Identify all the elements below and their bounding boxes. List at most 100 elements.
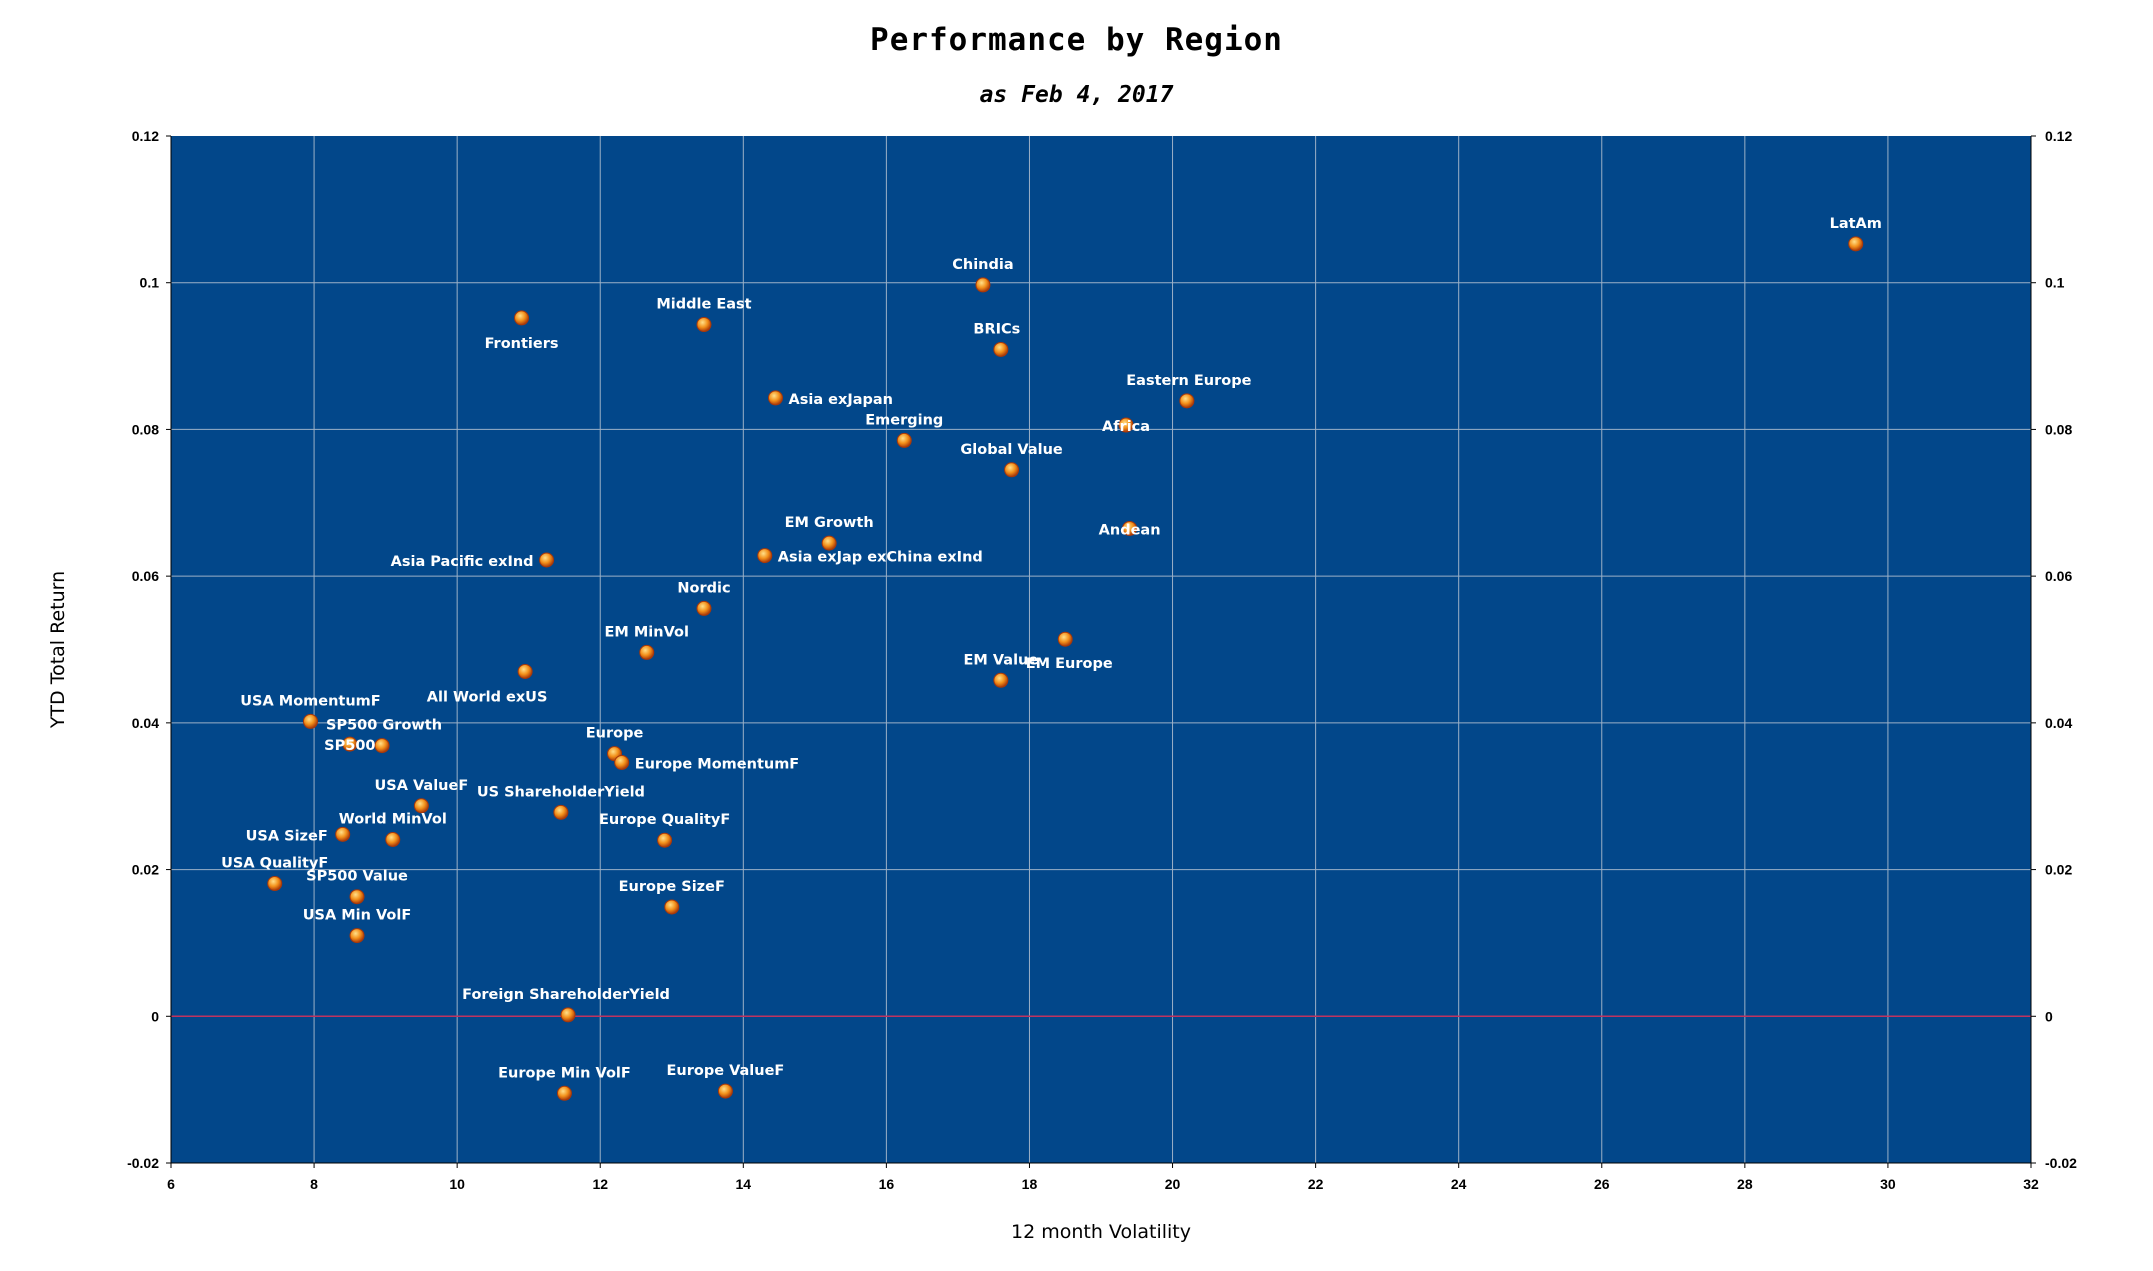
x-tick-label: 6 (167, 1176, 175, 1192)
data-point-marker (657, 832, 673, 848)
point-labels: LatAm Chindia Frontiers Middle East BRICs Eas… (221, 216, 1882, 1081)
x-tick-label: 24 (1451, 1176, 1467, 1192)
data-point-label: Europe QualityF (599, 812, 730, 828)
data-point-marker (539, 552, 555, 568)
data-point-marker (821, 535, 837, 551)
y-tick-label: 0.06 (132, 568, 159, 584)
data-point-label: US ShareholderYield (477, 784, 645, 800)
data-point-label: Asia exJap exChina exInd (778, 550, 983, 566)
data-point-marker (993, 341, 1009, 357)
y2-tick-label: 0.06 (2045, 568, 2072, 584)
data-point-label: Global Value (960, 442, 1063, 458)
data-point-label: Eastern Europe (1126, 373, 1251, 389)
y-tick-label: 0 (151, 1008, 159, 1024)
data-point-label: Europe MomentumF (635, 756, 800, 772)
data-point-label: USA SizeF (246, 828, 328, 844)
x-tick-label: 20 (1165, 1176, 1181, 1192)
x-tick-label: 14 (736, 1176, 752, 1192)
y2-tick-label: 0.04 (2045, 715, 2072, 731)
data-point-label: Frontiers (485, 336, 559, 352)
data-point-label: Andean (1099, 522, 1161, 538)
y-tick-label: 0.08 (132, 421, 159, 437)
data-point-label: BRICs (973, 321, 1020, 337)
y-tick-label: 0.02 (132, 862, 159, 878)
data-point-label: USA MomentumF (240, 693, 380, 709)
x-tick-label: 8 (310, 1176, 318, 1192)
data-point-marker (639, 644, 655, 660)
data-point-marker (975, 277, 991, 293)
data-point-marker (342, 736, 358, 752)
x-tick-label: 26 (1594, 1176, 1610, 1192)
data-point-label: Foreign ShareholderYield (462, 987, 670, 1003)
y2-tick-label: 0 (2045, 1008, 2053, 1024)
plot-area (171, 136, 2031, 1163)
x-tick-label: 30 (1880, 1176, 1896, 1192)
data-point-marker (374, 738, 390, 754)
data-point-marker (717, 1083, 733, 1099)
data-point-label: Europe Min VolF (498, 1065, 631, 1081)
x-tick-label: 28 (1737, 1176, 1753, 1192)
y2-tick-label: 0.1 (2045, 275, 2065, 291)
y2-tick-label: 0.02 (2045, 862, 2072, 878)
y-tick-label: -0.02 (127, 1155, 159, 1171)
data-point-label: Chindia (952, 257, 1013, 273)
data-point-label: EM Value (963, 652, 1038, 668)
data-point-marker (303, 713, 318, 729)
data-point-label: USA QualityF (221, 856, 328, 872)
data-point-marker (768, 390, 783, 406)
y-tick-label: 0.04 (132, 715, 159, 731)
data-point-marker (1057, 631, 1073, 647)
data-point-label: Asia exJapan (789, 392, 894, 408)
data-point-label: USA ValueF (375, 778, 469, 794)
axes: 6 8 10 12 14 16 18 20 22 24 26 28 30 32 -0.02 -0.02 0 0 0.… (127, 128, 2077, 1192)
data-point-label: Europe ValueF (666, 1063, 784, 1079)
data-point-label: Asia Pacific exInd (391, 554, 534, 570)
data-point-marker (553, 804, 569, 820)
data-point-marker (560, 1007, 576, 1023)
y-tick-label: 0.1 (140, 275, 160, 291)
x-tick-label: 10 (449, 1176, 465, 1192)
data-point-label: Europe SizeF (619, 879, 725, 895)
data-point-marker (267, 876, 283, 892)
data-point-label: Nordic (677, 580, 730, 596)
data-point-marker (1848, 236, 1864, 252)
data-point-marker (614, 754, 630, 770)
data-point-marker (757, 548, 773, 564)
data-point-marker (517, 664, 533, 680)
data-point-marker (696, 317, 712, 333)
data-point-label: Europe (586, 726, 644, 742)
data-point-marker (556, 1085, 572, 1101)
data-points (267, 236, 1864, 1101)
x-tick-label: 22 (1308, 1176, 1324, 1192)
x-tick-label: 32 (2023, 1176, 2039, 1192)
chart-subtitle: as Feb 4, 2017 (979, 82, 1174, 108)
data-point-marker (335, 826, 351, 842)
x-tick-label: 18 (1022, 1176, 1038, 1192)
data-point-marker (349, 889, 365, 905)
data-point-marker (1118, 417, 1134, 433)
chart-title: Performance by Region (870, 22, 1283, 58)
data-point-marker (993, 672, 1009, 688)
y-tick-label: 0.12 (132, 128, 159, 144)
x-tick-label: 12 (592, 1176, 608, 1192)
data-point-marker (1179, 393, 1195, 409)
y2-tick-label: -0.02 (2045, 1155, 2077, 1171)
data-point-label: EM Growth (785, 515, 874, 531)
data-point-label: LatAm (1830, 216, 1882, 232)
data-point-marker (514, 310, 530, 326)
data-point-label: SP500 Growth (326, 718, 442, 734)
x-tick-label: 16 (879, 1176, 895, 1192)
data-point-marker (1004, 462, 1020, 478)
data-point-marker (349, 928, 365, 944)
data-point-label: World MinVol (339, 811, 447, 827)
y-axis-title: YTD Total Return (47, 571, 69, 729)
data-point-label: SP500 (324, 738, 375, 754)
data-point-label: Africa (1102, 419, 1150, 435)
data-point-label: USA Min VolF (303, 908, 412, 924)
data-point-marker (696, 600, 712, 616)
data-point-marker (1122, 520, 1138, 536)
data-point-marker (664, 899, 680, 915)
x-axis-title: 12 month Volatility (1011, 1221, 1191, 1243)
data-point-label: SP500 Value (306, 869, 408, 885)
